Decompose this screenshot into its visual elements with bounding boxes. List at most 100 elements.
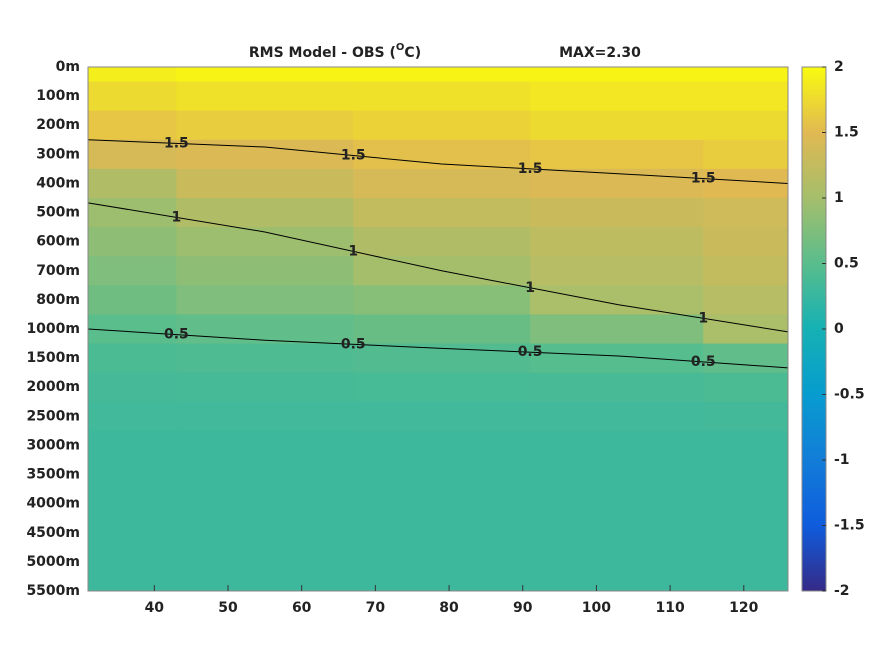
cell (530, 460, 704, 490)
cell (176, 489, 354, 519)
cell (88, 460, 177, 490)
cell (353, 110, 531, 141)
cell (353, 227, 531, 257)
cell (530, 489, 704, 519)
cell (176, 372, 354, 403)
y-tick-label: 400m (36, 175, 80, 191)
cell (88, 139, 177, 170)
contour-label: 1 (348, 243, 358, 259)
contour-line (87, 139, 789, 184)
cell (530, 139, 704, 170)
title-superscript: O (396, 42, 405, 53)
cell (176, 547, 354, 577)
cell (88, 314, 177, 345)
y-tick-label: 700m (36, 263, 80, 279)
colorbar-tick-label: -1 (834, 452, 850, 468)
y-tick-label: 500m (36, 205, 80, 221)
cell (703, 314, 789, 345)
colorbar-tick-label: -2 (834, 583, 850, 599)
cell (88, 256, 177, 286)
cell (88, 343, 177, 374)
cell (353, 518, 531, 548)
contour-label: 0.5 (341, 336, 366, 352)
cell (703, 110, 789, 141)
plot-frame (87, 66, 789, 592)
cell (88, 227, 177, 257)
title-text: RMS Model - OBS ( (249, 45, 396, 61)
cell (353, 67, 531, 83)
x-tick-label: 40 (145, 600, 165, 616)
cell (353, 547, 531, 577)
cell (530, 198, 704, 228)
cell (353, 372, 531, 403)
cell (353, 430, 531, 461)
cell (530, 518, 704, 548)
x-tick-label: 110 (655, 600, 684, 616)
cell (176, 168, 354, 199)
cell (176, 343, 354, 374)
contour-label: 0.5 (691, 354, 716, 370)
cell (176, 198, 354, 228)
contour-label: 0.5 (164, 327, 189, 343)
cell (176, 81, 354, 112)
cell (703, 547, 789, 577)
cell (353, 576, 531, 592)
cell (353, 460, 531, 490)
cell (703, 430, 789, 461)
cell (176, 285, 354, 315)
y-tick-label: 600m (36, 234, 80, 250)
x-tick-label: 120 (729, 600, 758, 616)
cell (703, 401, 789, 432)
cell (88, 489, 177, 519)
cell (703, 372, 789, 403)
colorbar-tick-label: -0.5 (834, 387, 865, 403)
contour-line (87, 202, 789, 333)
cell (88, 576, 177, 592)
cell (530, 576, 704, 592)
cell (703, 343, 789, 374)
cell (353, 168, 531, 199)
colorbar-tick-label: 2 (834, 59, 844, 75)
cell (88, 110, 177, 141)
colorbar-tick-label: 1.5 (834, 125, 859, 141)
cell (176, 460, 354, 490)
y-tick-label: 2500m (26, 408, 80, 424)
colorbar-tick-label: -1.5 (834, 518, 865, 534)
contour-label: 1 (698, 310, 708, 326)
cell (703, 518, 789, 548)
contour-line (87, 328, 789, 369)
cell (353, 81, 531, 112)
cell (530, 343, 704, 374)
cell (703, 285, 789, 315)
y-tick-label: 300m (36, 146, 80, 162)
cell (176, 430, 354, 461)
x-tick-label: 70 (366, 600, 386, 616)
cell (353, 139, 531, 170)
cell (176, 314, 354, 345)
colorbar-tick-label: 1 (834, 190, 844, 206)
contour-label: 1.5 (691, 171, 716, 187)
cell (176, 576, 354, 592)
cell (703, 460, 789, 490)
annotation: MAX=2.30 (559, 45, 641, 61)
cell (530, 67, 704, 83)
y-tick-label: 100m (36, 88, 80, 104)
cell (176, 67, 354, 83)
cell (88, 67, 177, 83)
cell (88, 547, 177, 577)
cell (353, 314, 531, 345)
cell (703, 139, 789, 170)
cell (88, 168, 177, 199)
cell (353, 285, 531, 315)
cell (353, 489, 531, 519)
chart-title: RMS Model - OBS (OC) (249, 42, 421, 61)
x-tick-label: 100 (582, 600, 611, 616)
y-tick-label: 2000m (26, 379, 80, 395)
cell (176, 110, 354, 141)
y-tick-label: 1000m (26, 321, 80, 337)
contour-label: 1.5 (518, 161, 543, 177)
cell (88, 430, 177, 461)
x-tick-label: 60 (292, 600, 312, 616)
y-tick-label: 5500m (26, 583, 80, 599)
cell (530, 81, 704, 112)
